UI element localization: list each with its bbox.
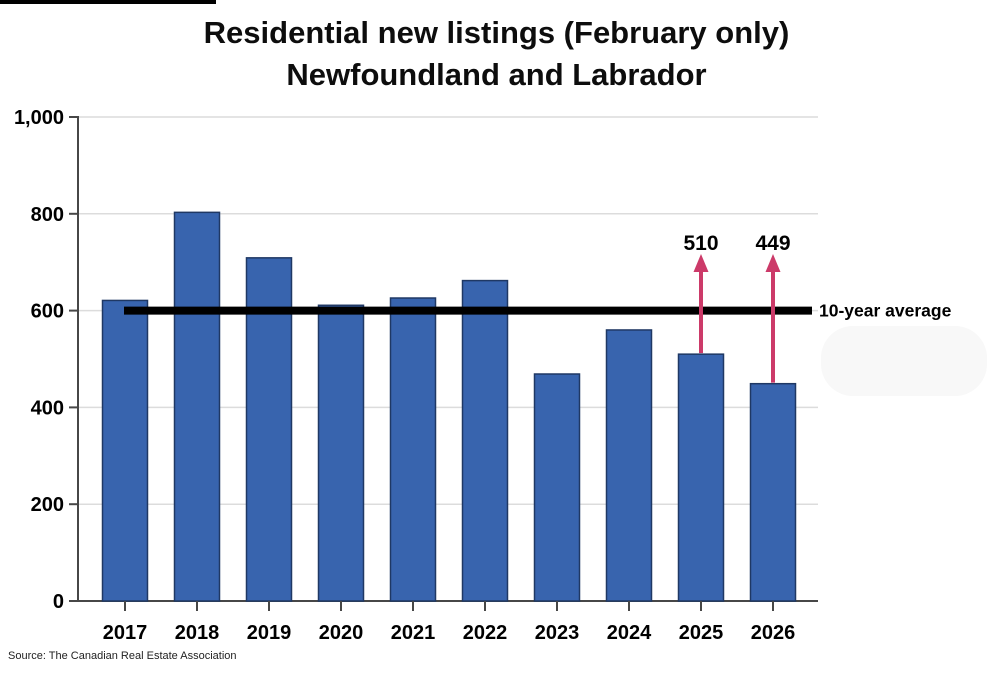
x-axis-label-2019: 2019	[247, 622, 292, 644]
x-axis-label-2025: 2025	[679, 622, 724, 644]
x-axis-label-2017: 2017	[103, 622, 148, 644]
chart-title-line2: Newfoundland and Labrador	[286, 57, 707, 92]
y-axis-label-400: 400	[31, 397, 64, 419]
chart-title: Residential new listings (February only)…	[0, 12, 993, 96]
source-attribution: Source: The Canadian Real Estate Associa…	[8, 650, 237, 662]
x-axis-label-2021: 2021	[391, 622, 436, 644]
y-axis-label-800: 800	[31, 204, 64, 226]
x-axis-label-2024: 2024	[607, 622, 652, 644]
annotation-arrow-head-2025	[693, 254, 709, 272]
annotation-arrow-head-2026	[765, 254, 781, 272]
y-axis-label-200: 200	[31, 494, 64, 516]
annotation-label-2025: 510	[683, 232, 718, 255]
x-axis-label-2018: 2018	[175, 622, 220, 644]
bar-2026	[749, 382, 797, 602]
y-axis-label-600: 600	[31, 301, 64, 323]
bar-2017	[101, 299, 149, 602]
annotation-label-2026: 449	[755, 232, 790, 255]
bar-2025	[677, 353, 725, 602]
average-line-label: 10-year average	[819, 301, 952, 321]
bar-2022	[461, 279, 509, 602]
x-axis-label-2023: 2023	[535, 622, 580, 644]
bar-2019	[245, 257, 293, 602]
chart-title-line1: Residential new listings (February only)	[203, 15, 790, 50]
y-axis-label-1000: 1,000	[14, 107, 64, 129]
bar-2020	[317, 304, 365, 602]
bar-2023	[533, 373, 581, 602]
bar-2018	[173, 211, 221, 602]
top-left-border-strip	[0, 0, 216, 4]
x-axis-label-2022: 2022	[463, 622, 508, 644]
x-axis-label-2026: 2026	[751, 622, 796, 644]
erased-watermark-area	[821, 326, 987, 396]
x-axis-label-2020: 2020	[319, 622, 364, 644]
y-axis-label-0: 0	[53, 591, 64, 613]
bar-2024	[605, 329, 653, 602]
bar-2021	[389, 297, 437, 602]
